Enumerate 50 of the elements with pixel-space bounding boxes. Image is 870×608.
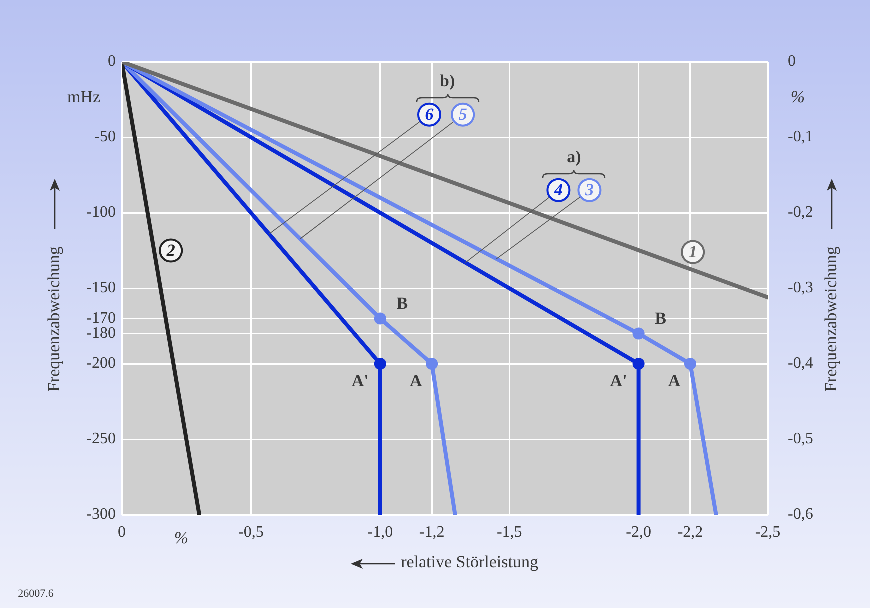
x-tick-label: -1,2 [419, 524, 445, 541]
text: mHz [67, 87, 101, 106]
y2-tick-label: -0,1 [788, 128, 814, 146]
point [684, 358, 696, 370]
annotation: A' [610, 371, 628, 390]
annotation: A [668, 371, 682, 390]
x-tick-label: -2,2 [678, 524, 704, 541]
point [426, 358, 438, 370]
x-tick-label: -1,5 [496, 524, 522, 541]
text: 6 [425, 105, 434, 124]
y-axis-title: Frequenzabweichung [44, 246, 64, 392]
point [374, 312, 386, 325]
text: 3 [584, 180, 594, 200]
y2-tick-label: -0,4 [788, 355, 814, 372]
y-tick-label: -300 [86, 506, 116, 524]
text: 5 [458, 105, 468, 124]
annotation: A [410, 371, 423, 390]
y-tick-label: -200 [86, 355, 116, 372]
x-tick-label: -0,5 [238, 524, 264, 541]
series-label: 1 [688, 242, 698, 262]
text: 26007.6 [18, 588, 54, 600]
annotation: A' [352, 371, 369, 390]
text: % [174, 528, 189, 548]
y2-axis-title: Frequenzabweichung [821, 246, 840, 392]
y2-tick-label: -0,3 [788, 280, 814, 297]
point [374, 358, 386, 370]
y2-tick-label: 0 [788, 53, 796, 70]
y2-tick-label: -0,2 [788, 204, 814, 222]
series-label: 2 [166, 241, 176, 260]
point [632, 358, 645, 370]
text: % [790, 87, 806, 106]
y-tick-label: -150 [86, 280, 116, 297]
annotation: B [655, 309, 666, 328]
y-tick-label: -250 [86, 430, 116, 448]
y2-tick-label: -0,6 [788, 506, 814, 524]
x-tick-label: -1,0 [368, 524, 394, 541]
x-axis-title: relative Störleistung [401, 552, 539, 572]
annotation: a) [567, 147, 582, 166]
annotation: b) [440, 71, 456, 90]
x-tick-label: -2,0 [626, 524, 652, 541]
y-tick-label: -100 [86, 204, 116, 222]
point [632, 328, 645, 340]
y-tick-label: 0 [108, 53, 116, 70]
annotation: B [396, 294, 408, 314]
x-tick-label: -2,5 [755, 524, 781, 541]
y-tick-label: -170 [86, 310, 116, 327]
y2-tick-label: -0,5 [788, 430, 814, 448]
text: 4 [553, 180, 563, 200]
y-tick-label: -50 [94, 128, 116, 146]
y-tick-label: -180 [86, 325, 116, 342]
